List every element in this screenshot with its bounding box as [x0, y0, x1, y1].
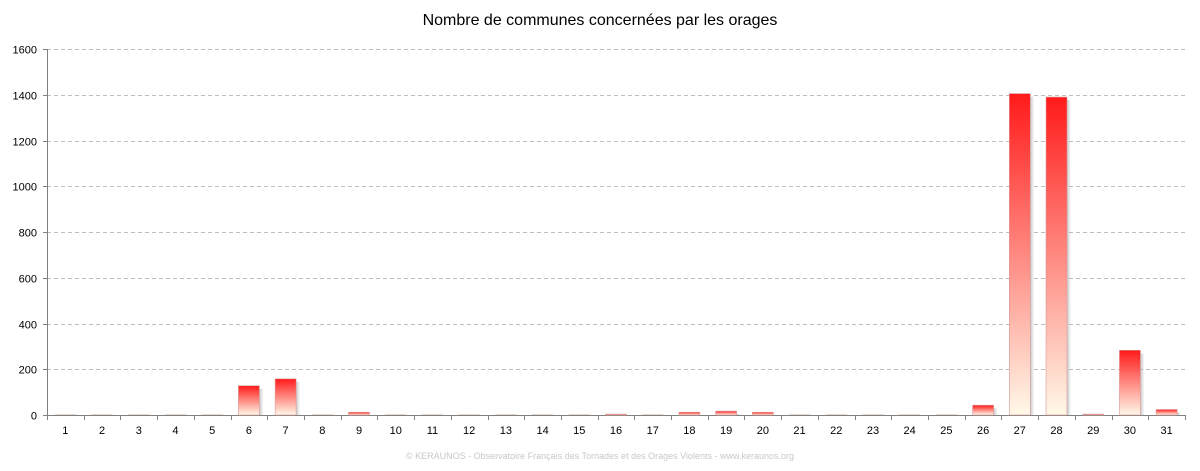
bar [458, 414, 480, 415]
x-tick-label: 26 [977, 425, 989, 437]
x-tick-label: 14 [536, 425, 548, 437]
y-tick-label: 1400 [13, 91, 37, 103]
bar [899, 414, 921, 415]
x-tick-label: 6 [246, 425, 252, 437]
bar-shadow [1067, 100, 1072, 415]
x-tick-label: 27 [1014, 425, 1026, 437]
bar [1082, 413, 1105, 416]
bar [715, 410, 737, 416]
bar-shadow [259, 388, 264, 415]
bar [532, 414, 554, 415]
x-tick-label: 19 [720, 425, 732, 437]
bar [935, 414, 957, 415]
x-tick-label: 24 [904, 425, 916, 437]
bar [825, 414, 847, 415]
bar [1009, 93, 1031, 416]
x-tick-label: 28 [1050, 425, 1062, 437]
bar [789, 414, 811, 415]
bar [642, 414, 664, 415]
bar [128, 414, 150, 415]
x-tick-label: 15 [573, 425, 585, 437]
x-tick-label: 8 [319, 425, 325, 437]
x-tick-label: 5 [209, 425, 215, 437]
bar [1119, 349, 1141, 416]
bar [91, 414, 113, 415]
bar [605, 413, 627, 416]
x-tick-label: 22 [830, 425, 842, 437]
bar [238, 385, 260, 416]
bar [311, 414, 333, 415]
x-tick-label: 7 [283, 425, 289, 437]
x-tick-label: 3 [136, 425, 142, 437]
bar [164, 414, 186, 415]
bar [495, 414, 517, 415]
y-tick-label: 0 [31, 411, 37, 423]
x-tick-label: 23 [867, 425, 879, 437]
x-tick-label: 17 [647, 425, 659, 437]
bar [1045, 96, 1068, 416]
x-tick-label: 13 [500, 425, 512, 437]
x-tick-label: 20 [757, 425, 769, 437]
y-tick-label: 400 [19, 320, 37, 332]
x-tick-label: 10 [390, 425, 402, 437]
y-tick-label: 1600 [13, 45, 37, 57]
x-tick-label: 18 [683, 425, 695, 437]
bar [274, 378, 297, 416]
bar-shadow [736, 414, 741, 415]
x-tick-label: 9 [356, 425, 362, 437]
y-tick-label: 1000 [13, 182, 37, 194]
y-tick-label: 800 [19, 228, 37, 240]
x-tick-label: 2 [99, 425, 105, 437]
y-tick-label: 200 [19, 365, 37, 377]
bar-shadow [1177, 412, 1182, 415]
x-tick-label: 16 [610, 425, 622, 437]
bar-shadow [1140, 353, 1145, 415]
bar [678, 411, 701, 416]
bar-shadow [993, 408, 998, 415]
y-tick-label: 1200 [13, 137, 37, 149]
bar [972, 404, 994, 416]
y-tick-label: 600 [19, 274, 37, 286]
chart-title: Nombre de communes concernées par les or… [422, 12, 778, 29]
x-tick-label: 12 [463, 425, 475, 437]
bar [1155, 409, 1178, 416]
bar [862, 414, 884, 415]
x-tick-label: 25 [940, 425, 952, 437]
bar [568, 414, 590, 415]
x-tick-label: 30 [1124, 425, 1136, 437]
x-tick-label: 11 [427, 425, 438, 437]
bar [752, 411, 774, 416]
bar [348, 411, 370, 416]
x-tick-label: 4 [172, 425, 178, 437]
x-tick-label: 31 [1161, 425, 1173, 437]
bar-shadow [296, 381, 301, 415]
bar-shadow [1030, 96, 1035, 415]
bar [54, 414, 76, 415]
chart-credit: © KERAUNOS - Observatoire Français des T… [406, 451, 794, 461]
x-tick-label: 29 [1087, 425, 1099, 437]
x-tick-label: 1 [62, 425, 68, 437]
bar [201, 414, 223, 415]
x-tick-label: 21 [793, 425, 805, 437]
bar [421, 414, 443, 415]
bar [385, 414, 407, 415]
